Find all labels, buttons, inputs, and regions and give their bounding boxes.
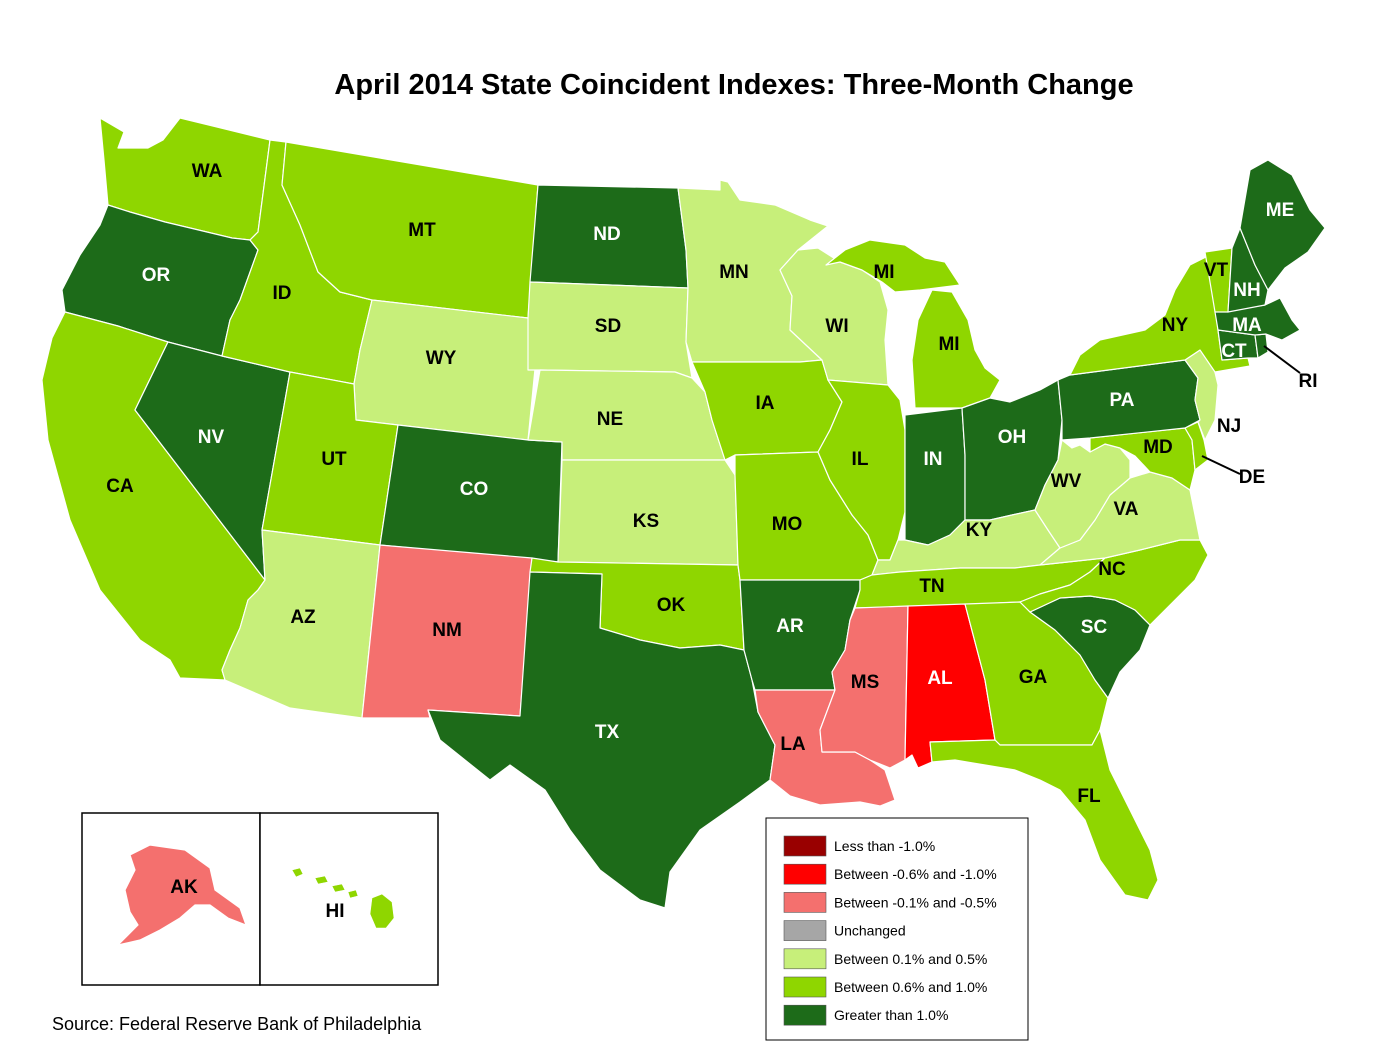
state-label-IA: IA [756,393,775,414]
legend-swatch-neg01_neg05 [783,892,827,913]
state-label-AL: AL [927,668,953,689]
state-IN[interactable] [904,407,966,546]
hawaii-inset-frame [259,812,439,986]
state-MA[interactable] [1214,297,1301,341]
legend-swatch-unchanged [783,920,827,941]
legend-label-pos06_10: Between 0.6% and 1.0% [834,979,987,995]
state-label-NY: NY [1162,315,1189,336]
state-label-VT: VT [1204,260,1229,281]
state-label-WA: WA [192,161,223,182]
legend-swatch-pos01_05 [783,948,827,970]
legend-label-pos01_05: Between 0.1% and 0.5% [834,951,987,967]
state-FL[interactable] [929,729,1159,901]
state-label-MN: MN [719,262,749,283]
state-label-CO: CO [460,479,489,500]
state-label-NH: NH [1233,280,1260,301]
legend-swatch-neg06_neg1 [783,863,827,885]
state-label-MA: MA [1232,315,1262,336]
state-label-PA: PA [1110,390,1135,411]
state-label-AK: AK [170,877,198,898]
legend-swatch-lt_neg1 [783,835,827,857]
state-label-AR: AR [776,616,804,637]
state-RI[interactable] [1254,333,1269,359]
state-label-OH: OH [998,427,1027,448]
state-label-LA: LA [780,734,806,755]
callout-lines [1201,345,1301,475]
map-title: April 2014 State Coincident Indexes: Thr… [334,69,1133,101]
state-label-VA: VA [1114,499,1139,520]
state-labels: WA OR CA NV ID MT WY UT AZ CO NM ND SD NE KS OK TX MN IA MO… [106,161,1317,922]
state-label-NM: NM [432,620,462,641]
state-label-SC: SC [1081,617,1108,638]
state-AK[interactable] [117,844,247,946]
state-label-NJ: NJ [1217,416,1241,437]
state-label-DE: DE [1239,467,1265,488]
state-label-TN: TN [919,576,944,597]
state-label-GA: GA [1019,667,1048,688]
inset-panels [81,812,439,986]
state-label-WI: WI [825,316,848,337]
state-label-KY: KY [966,520,993,541]
legend-label-lt_neg1: Less than -1.0% [834,838,935,854]
state-HI[interactable] [291,867,395,929]
state-label-NC: NC [1098,559,1126,580]
state-label-CT: CT [1221,341,1247,362]
state-label-IN: IN [924,449,943,470]
state-label-MD: MD [1143,437,1173,458]
state-label-NE: NE [597,409,623,430]
state-label-MT: MT [408,220,436,241]
state-label-NV: NV [198,427,225,448]
state-label-MO: MO [772,514,803,535]
callout-line-DE [1201,455,1241,475]
legend-label-neg06_neg1: Between -0.6% and -1.0% [834,866,997,882]
state-label-IL: IL [852,449,869,470]
state-label-CA: CA [106,476,134,497]
legend-swatch-gt1 [783,1004,827,1026]
source-note: Source: Federal Reserve Bank of Philadel… [52,1014,422,1034]
states-layer [41,117,1326,909]
legend-label-gt1: Greater than 1.0% [834,1007,948,1023]
state-WY[interactable] [353,299,541,441]
state-label-RI: RI [1299,371,1318,392]
state-MI[interactable] [825,239,961,293]
state-label-UT: UT [321,449,347,470]
legend-label-unchanged: Unchanged [834,923,906,939]
legend-swatch-pos06_10 [783,976,827,998]
state-label-HI: HI [326,901,345,922]
legend-label-neg01_neg05: Between -0.1% and -0.5% [834,894,997,910]
state-NC[interactable] [1019,539,1209,626]
state-label-ID: ID [273,283,292,304]
state-label-WV: WV [1051,471,1082,492]
legend: Less than -1.0% Between -0.6% and -1.0% Be… [765,817,1029,1041]
state-label-OK: OK [657,595,686,616]
state-label-FL: FL [1077,786,1101,807]
callout-line-RI [1263,345,1301,374]
state-ME[interactable] [1239,159,1326,291]
state-label-SD: SD [595,316,621,337]
state-label-MI: MI [938,334,959,355]
state-label-MS: MS [851,672,880,693]
state-label-AZ: AZ [290,607,316,628]
state-label-OR: OR [142,265,171,286]
state-label-KS: KS [633,511,659,532]
state-label-WY: WY [426,348,457,369]
state-TX[interactable] [427,571,776,909]
legend-items: Less than -1.0% Between -0.6% and -1.0% Be… [783,835,997,1026]
state-label-MI-upper: MI [873,262,894,283]
state-label-TX: TX [595,722,620,743]
state-label-ND: ND [593,224,620,245]
state-label-ME: ME [1266,200,1295,221]
